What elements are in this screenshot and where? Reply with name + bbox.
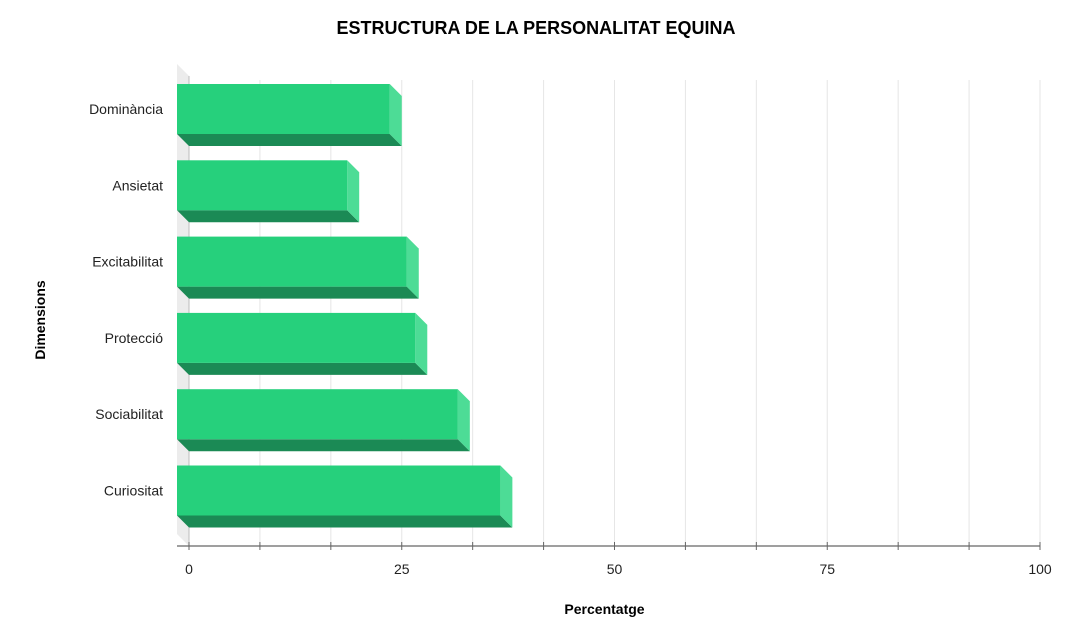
bar-bottom-face <box>177 515 513 528</box>
bar-front-face <box>177 389 458 440</box>
x-axis-title: Percentatge <box>564 601 644 617</box>
x-tick-label: 0 <box>185 561 193 577</box>
bar-curiositat <box>177 465 513 528</box>
x-axis <box>177 542 1041 550</box>
bar-bottom-face <box>177 134 402 146</box>
bar-excitabilitat <box>177 236 419 299</box>
bar-side-face <box>406 236 419 299</box>
bar-side-face <box>347 160 360 223</box>
bar-protecció <box>177 312 428 375</box>
bar-front-face <box>177 160 348 211</box>
bar-sociabilitat <box>177 389 470 452</box>
bar-front-face <box>177 84 390 134</box>
y-axis-title: Dimensions <box>32 280 48 360</box>
bar-bottom-face <box>177 286 419 299</box>
bar-front-face <box>177 236 407 287</box>
category-labels: Dominància Ansietat Excitabilitat Protecció… <box>89 101 163 499</box>
x-tick-label: 100 <box>1028 561 1052 577</box>
bar-side-face <box>457 389 470 452</box>
category-label: Excitabilitat <box>92 254 163 270</box>
bar-bottom-face <box>177 362 428 375</box>
x-tick-label: 25 <box>394 561 410 577</box>
bar-front-face <box>177 465 501 516</box>
category-label: Curiositat <box>104 483 163 499</box>
bar-bottom-face <box>177 439 470 452</box>
category-label: Protecció <box>105 330 164 346</box>
category-label: Sociabilitat <box>95 406 163 422</box>
bar-side-face <box>500 465 513 528</box>
bar-ansietat <box>177 160 360 223</box>
bar-side-face <box>415 312 428 375</box>
chart-title: ESTRUCTURA DE LA PERSONALITAT EQUINA <box>336 18 736 38</box>
bar-bottom-face <box>177 210 360 223</box>
category-label: Dominància <box>89 101 163 117</box>
x-tick-labels: 0 25 50 75 100 <box>185 561 1052 577</box>
bars <box>177 84 513 528</box>
x-tick-label: 50 <box>607 561 623 577</box>
bar-front-face <box>177 312 416 363</box>
x-tick-label: 75 <box>819 561 835 577</box>
bar-dominància <box>177 84 402 146</box>
bar-side-face <box>389 84 402 146</box>
category-label: Ansietat <box>112 177 163 193</box>
